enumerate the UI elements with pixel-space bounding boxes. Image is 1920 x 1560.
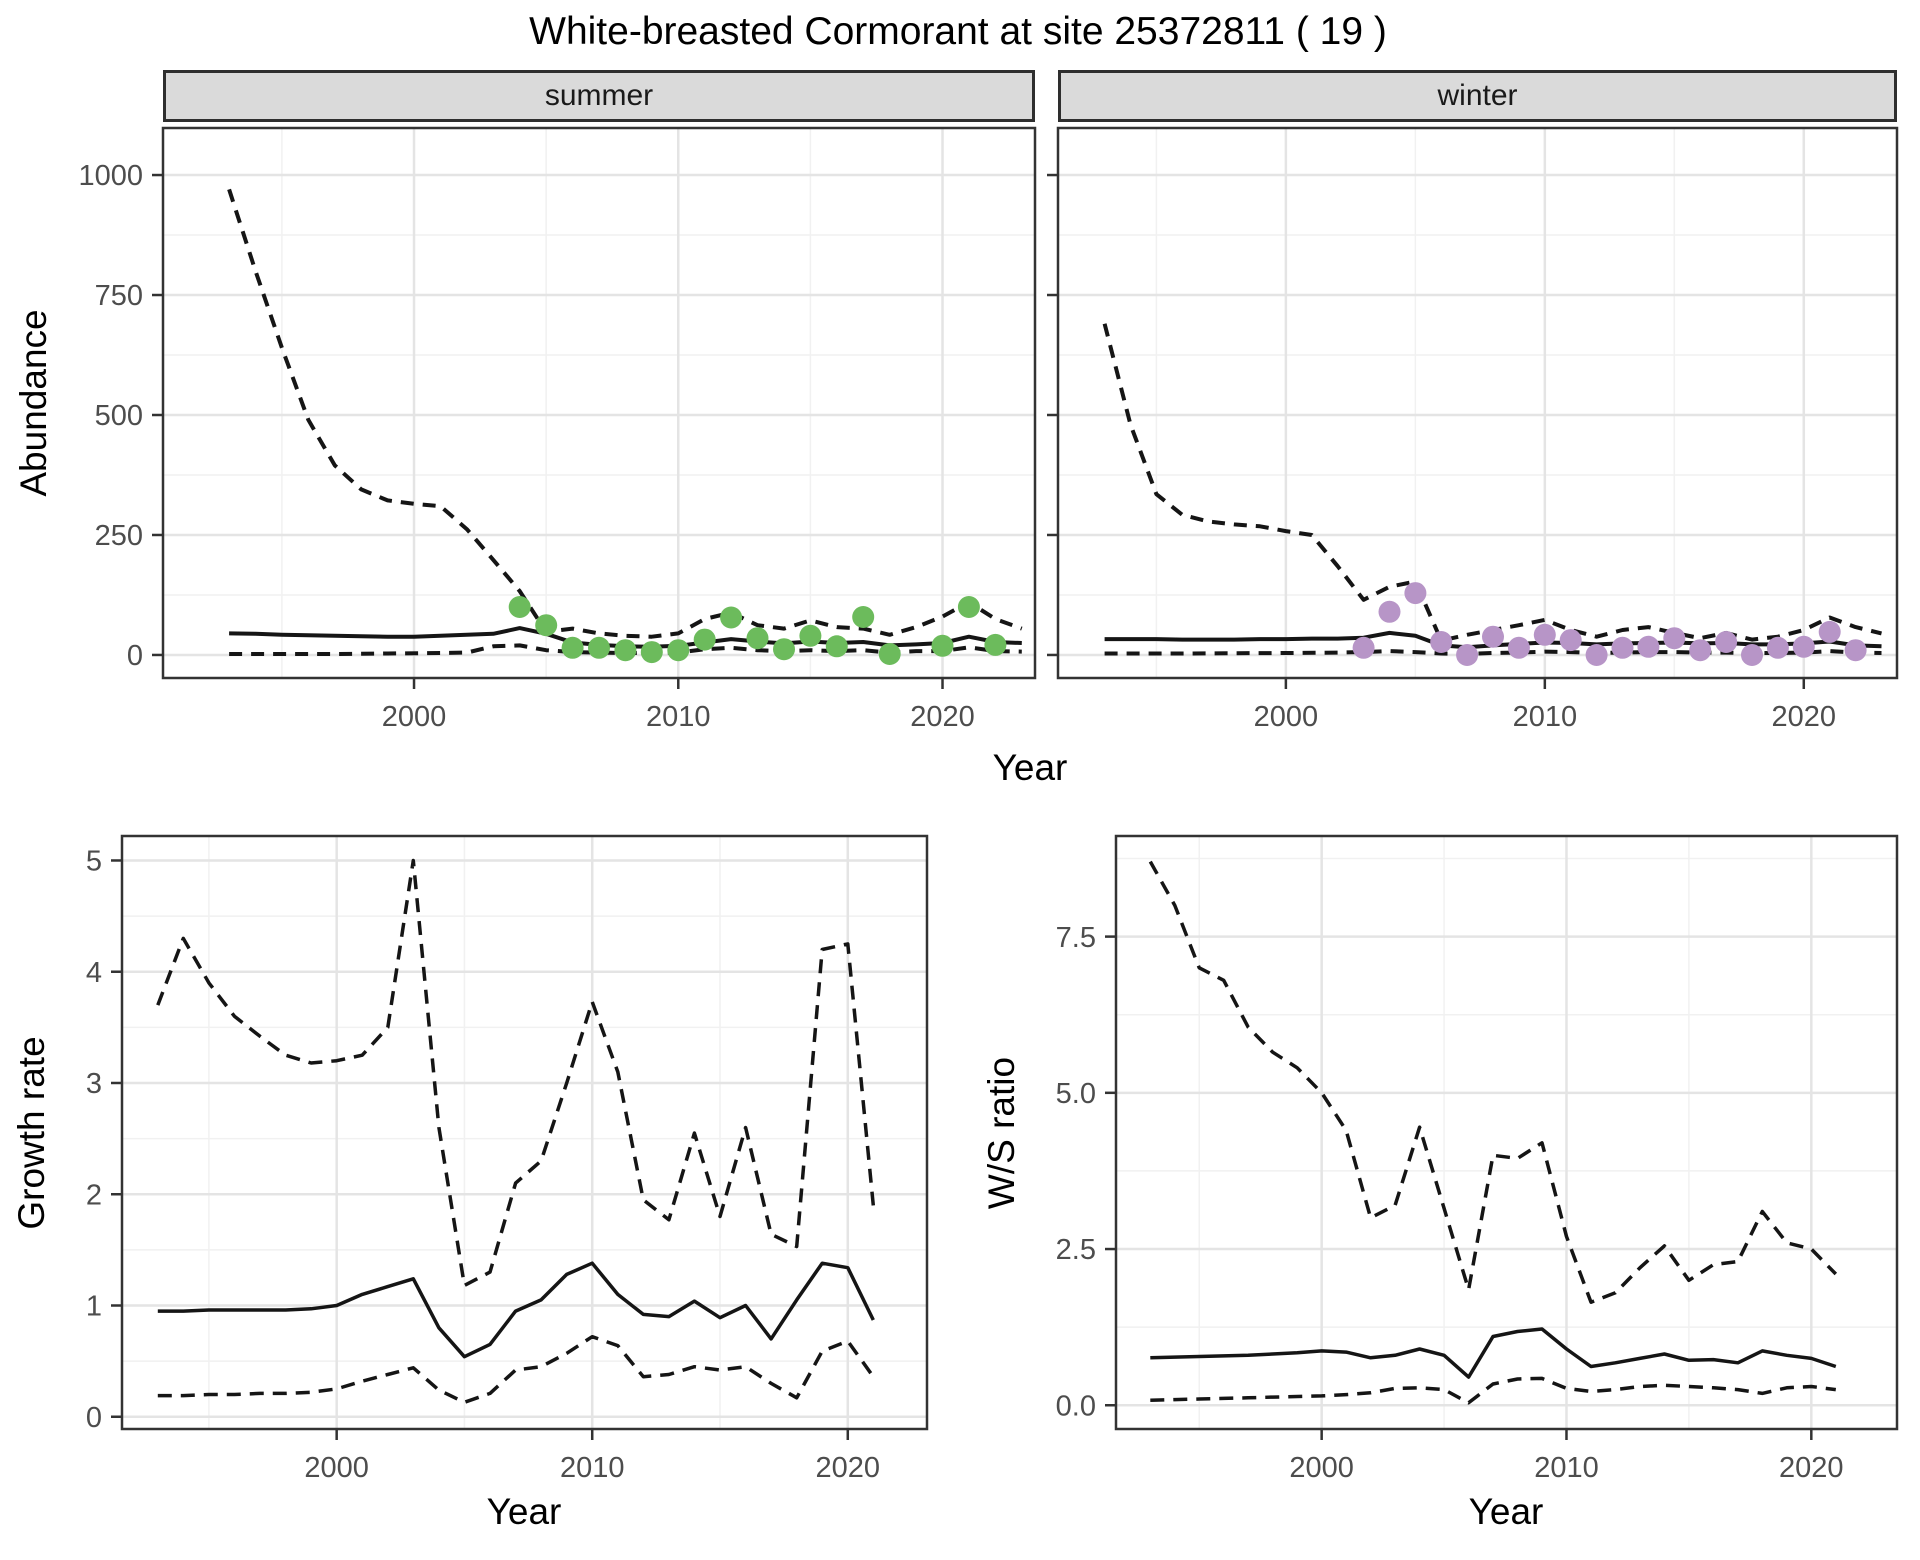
panel-abundance_winter: 2000 2010 2020: [1047, 126, 1899, 733]
y-tick-label: 3: [86, 1068, 102, 1100]
x-tick-label: 2000: [1289, 1452, 1354, 1484]
y-tick-label: 2: [86, 1179, 102, 1211]
data-point: [588, 636, 610, 659]
data-point: [640, 641, 663, 664]
data-point: [825, 635, 848, 658]
data-point: [1352, 636, 1375, 659]
data-point: [1844, 639, 1867, 662]
data-point: [1741, 644, 1763, 666]
data-point: [1378, 600, 1401, 623]
y-tick-label: 500: [95, 400, 143, 432]
data-point: [1430, 631, 1453, 653]
x-tick-label: 2010: [1534, 1452, 1599, 1484]
series-median: [1150, 1327, 1837, 1379]
panel-border: [1056, 126, 1899, 680]
facet-strip-summer-label: summer: [544, 79, 654, 112]
panel-abundance_summer: 2000 2010 2020 0 250 500 750 1000: [78, 126, 1037, 733]
data-point: [1404, 582, 1427, 605]
x-tick-label: 2010: [646, 701, 711, 733]
panel-border: [161, 126, 1037, 680]
y-tick-label: 2.5: [1056, 1234, 1096, 1266]
data-point: [720, 606, 743, 629]
y-tick-label: 7.5: [1056, 922, 1096, 954]
y-tick-label: 1000: [78, 160, 143, 192]
y-tick-label: 0: [127, 640, 143, 672]
data-point: [1792, 635, 1815, 658]
y-tick-label: 0.0: [1056, 1390, 1096, 1422]
y-tick-label: 5.0: [1056, 1078, 1096, 1110]
y-tick-label: 0: [86, 1402, 102, 1434]
panel-ws_ratio: 2000 2010 2020 0.0 2.5 5.0 7.5: [1056, 834, 1899, 1484]
data-point: [1559, 629, 1582, 652]
panel-border: [120, 834, 929, 1431]
data-point: [1766, 636, 1789, 659]
y-tick-label: 1: [86, 1291, 102, 1323]
data-point: [1507, 636, 1530, 659]
observed_counts_summer: [508, 596, 1007, 665]
plot-title: White-breasted Cormorant at site 2537281…: [529, 10, 1387, 53]
x-tick-label: 2010: [1513, 701, 1578, 733]
data-point: [1456, 644, 1479, 666]
y-axis-title-growth-rate: Growth rate: [11, 1036, 52, 1230]
data-point: [693, 628, 716, 651]
y-tick-label: 250: [95, 520, 143, 552]
series-lower_95ci: [157, 1334, 875, 1405]
data-point: [878, 643, 901, 665]
series-upper_95ci: [156, 858, 876, 1288]
y-tick-label: 750: [95, 280, 143, 312]
facet-strip-winter-label: winter: [1437, 79, 1518, 112]
data-point: [1689, 639, 1712, 662]
data-point: [746, 627, 769, 650]
panel-growth_rate: 2000 2010 2020 0 1 2 3 4 5: [86, 834, 929, 1484]
observed_counts_winter: [1352, 582, 1867, 666]
data-point: [1611, 636, 1634, 659]
data-point: [799, 624, 822, 647]
facet-strip-summer: summer: [163, 70, 1035, 122]
data-point: [561, 636, 584, 659]
series-upper_95ci: [227, 188, 1023, 639]
x-tick-label: 2020: [1779, 1452, 1844, 1484]
data-point: [535, 614, 558, 637]
x-axis-title-year-top: Year: [992, 747, 1068, 788]
data-point: [773, 638, 795, 661]
data-point: [1663, 627, 1686, 650]
data-point: [508, 596, 531, 618]
x-tick-label: 2000: [1254, 701, 1319, 733]
x-tick-label: 2020: [816, 1452, 881, 1484]
x-axis-title-year-growth: Year: [486, 1491, 562, 1532]
y-tick-label: 5: [86, 846, 102, 878]
data-point: [852, 606, 875, 628]
x-tick-label: 2020: [1772, 701, 1837, 733]
y-axis-title-abundance: Abundance: [13, 309, 54, 497]
x-tick-label: 2020: [910, 701, 975, 733]
data-point: [1715, 631, 1738, 653]
data-point: [1585, 644, 1608, 666]
y-tick-label: 4: [86, 957, 102, 989]
data-point: [931, 634, 954, 657]
series-lower_95ci: [1150, 1376, 1837, 1405]
data-point: [667, 639, 690, 662]
data-point: [1818, 620, 1841, 643]
panel-border: [1114, 834, 1899, 1431]
data-point: [1482, 625, 1504, 648]
data-point: [984, 633, 1007, 656]
x-tick-label: 2010: [560, 1452, 625, 1484]
x-tick-label: 2000: [304, 1452, 369, 1484]
data-point: [957, 596, 980, 618]
series-upper_95ci: [1148, 860, 1838, 1304]
facet-strip-winter: winter: [1058, 70, 1897, 122]
y-axis-title-ws-ratio: W/S ratio: [981, 1056, 1022, 1210]
series-lower_95ci: [1104, 649, 1882, 656]
x-tick-label: 2000: [382, 701, 447, 733]
data-point: [1637, 635, 1660, 658]
data-point: [1533, 623, 1556, 646]
data-point: [614, 639, 637, 662]
series-median: [157, 1261, 875, 1359]
x-axis-title-year-ws: Year: [1468, 1491, 1544, 1532]
